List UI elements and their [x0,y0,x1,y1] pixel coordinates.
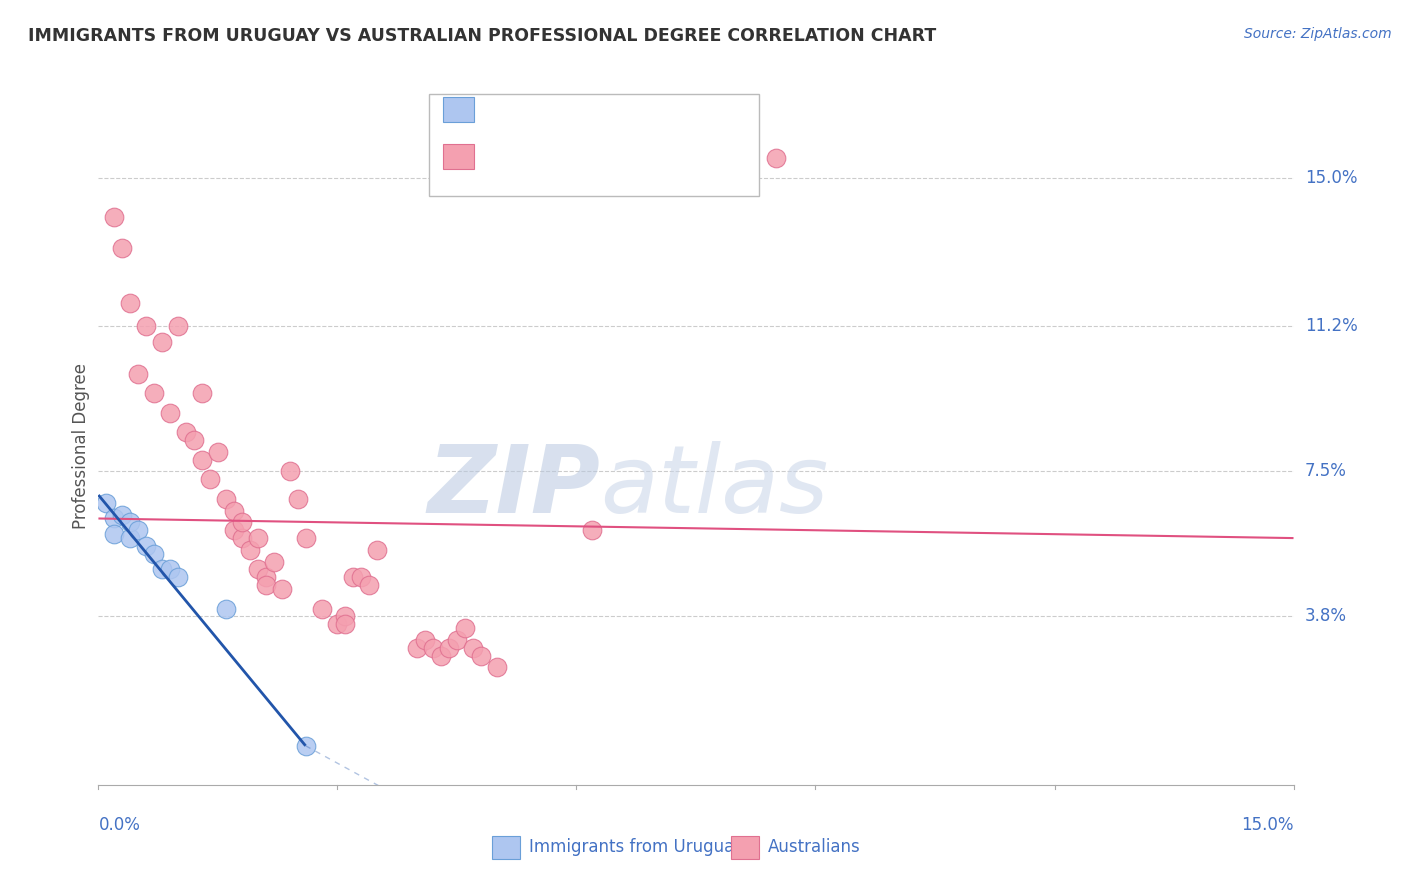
Point [135,539,157,553]
Point [111,241,134,255]
Point [143,386,166,401]
Point [103,527,125,541]
Point [461,640,484,655]
Point [143,547,166,561]
Point [167,319,190,334]
Point [127,367,149,381]
Point [278,465,301,479]
Point [335,617,357,632]
Point [103,511,125,525]
Point [254,570,277,584]
Text: N =  14: N = 14 [647,101,720,119]
Point [120,296,142,310]
Text: R = -0.775: R = -0.775 [485,101,591,119]
Point [198,472,221,486]
Text: atlas: atlas [600,442,828,533]
Point [359,578,381,592]
Text: Source: ZipAtlas.com: Source: ZipAtlas.com [1244,27,1392,41]
Point [437,640,460,655]
Point [581,523,603,537]
Point [222,523,245,537]
Point [150,335,173,350]
Point [294,739,316,753]
Point [422,640,444,655]
Point [246,531,269,545]
Point [350,570,373,584]
Text: ZIP: ZIP [427,441,600,533]
Point [413,632,436,647]
Point [159,406,181,420]
Text: Immigrants from Uruguay: Immigrants from Uruguay [529,838,744,856]
Point [454,621,477,635]
Point [430,648,453,663]
Point [215,491,238,506]
Point [174,425,197,440]
Point [207,445,229,459]
Point [159,562,181,576]
Point [246,562,269,576]
Point [111,508,134,522]
Y-axis label: Professional Degree: Professional Degree [72,363,90,529]
Point [311,601,333,615]
Text: 11.2%: 11.2% [1305,318,1357,335]
Point [120,516,142,530]
Point [765,151,787,165]
Point [366,542,388,557]
Point [231,531,253,545]
Point [294,531,316,545]
Point [120,531,142,545]
Point [335,609,357,624]
Point [127,523,149,537]
Point [254,578,277,592]
Point [231,516,253,530]
Point [270,582,292,596]
Text: 0.0%: 0.0% [98,815,141,833]
Text: Australians: Australians [768,838,860,856]
Point [470,648,492,663]
Text: 15.0%: 15.0% [1241,815,1294,833]
Point [183,433,205,447]
Point [263,555,285,569]
Text: 15.0%: 15.0% [1305,169,1357,186]
Text: R = -0.015: R = -0.015 [485,147,591,165]
Point [150,562,173,576]
Point [287,491,309,506]
Point [239,542,262,557]
Point [96,496,118,510]
Point [167,570,190,584]
Text: IMMIGRANTS FROM URUGUAY VS AUSTRALIAN PROFESSIONAL DEGREE CORRELATION CHART: IMMIGRANTS FROM URUGUAY VS AUSTRALIAN PR… [28,27,936,45]
Point [103,210,125,224]
Point [342,570,364,584]
Text: 7.5%: 7.5% [1305,462,1347,481]
Point [406,640,429,655]
Text: N =  50: N = 50 [647,147,720,165]
Point [215,601,238,615]
Text: 3.8%: 3.8% [1305,607,1347,625]
Point [191,452,214,467]
Point [446,632,468,647]
Point [135,319,157,334]
Point [222,503,245,517]
Point [326,617,349,632]
Point [191,386,214,401]
Point [485,660,508,674]
